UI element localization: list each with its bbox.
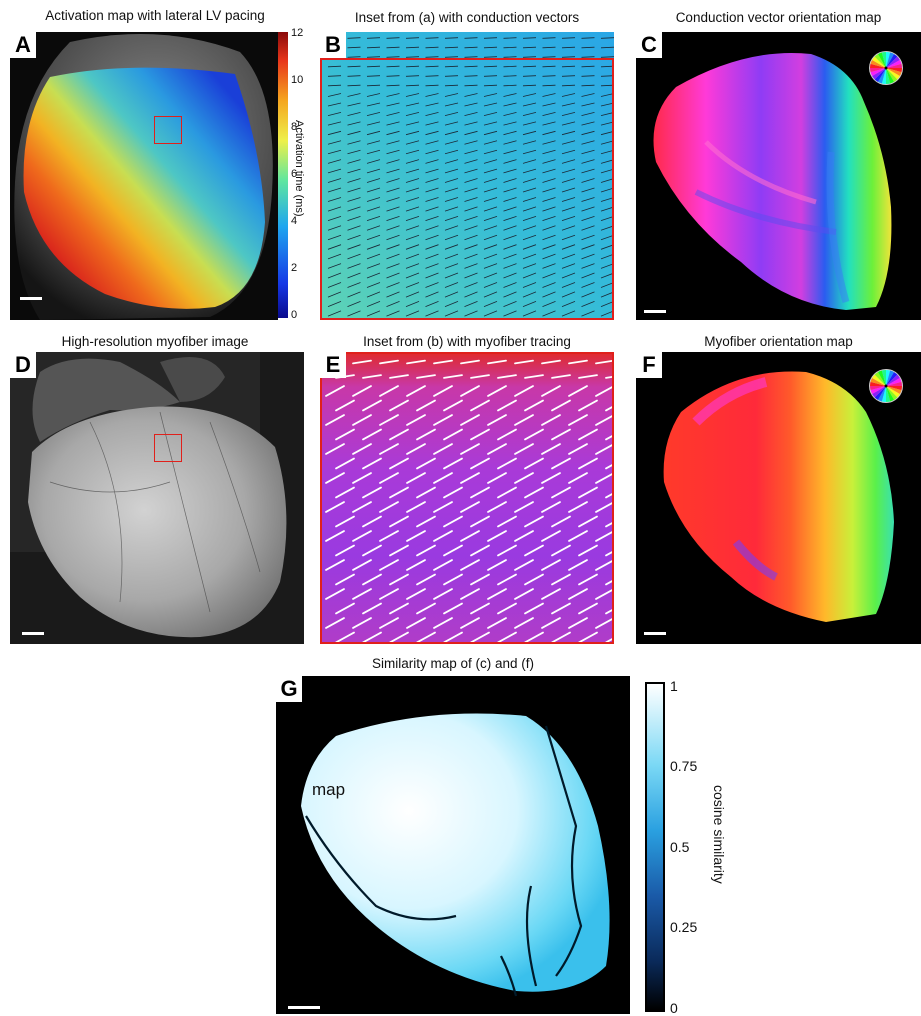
colorbar-a-tick-label: 6 xyxy=(291,168,298,181)
colorbar-a-tick-label: 12 xyxy=(291,27,304,40)
panel-d-myofiber-image: D xyxy=(10,352,304,644)
conduction-orientation-image xyxy=(653,51,903,310)
panel-f-myofiber-orientation: F xyxy=(636,352,921,644)
similarity-map-image xyxy=(301,713,610,997)
colorbar-g-tick-label: 0.25 xyxy=(670,919,698,936)
orientation-colorwheel-icon xyxy=(869,369,903,403)
myofiber-tracing-image xyxy=(320,352,614,644)
activation-map-image xyxy=(14,34,273,320)
panel-e-myofiber-inset: E xyxy=(320,352,614,644)
panel-d-inset-box xyxy=(154,434,182,462)
panel-c-letter: C xyxy=(636,32,662,58)
panel-g-similarity-map: G map xyxy=(276,676,630,1014)
colorbar-a-label: Activation time (ms) xyxy=(293,120,305,217)
panel-g-title: Similarity map of (c) and (f) xyxy=(371,656,535,671)
panel-c-conduction-orientation: C xyxy=(636,32,921,320)
colorbar-g-tick-label: 0.75 xyxy=(670,758,698,775)
panel-a-title: Activation map with lateral LV pacing xyxy=(45,8,265,23)
panel-d-scalebar xyxy=(22,632,44,635)
colorbar-a-tick-label: 8 xyxy=(291,121,298,134)
panel-g-annotation: map xyxy=(312,780,346,799)
myofiber-photo xyxy=(10,352,304,644)
colorbar-a-tick-label: 2 xyxy=(291,262,298,275)
colorbar-a-tick-label: 10 xyxy=(291,74,304,87)
myofiber-orientation-image xyxy=(663,369,903,622)
colorbar-g xyxy=(645,682,665,1012)
colorbar-g-tick-label: 0.5 xyxy=(670,838,690,855)
panel-e-letter: E xyxy=(320,352,346,378)
colorbar-g-tick-label: 0 xyxy=(670,999,678,1016)
panel-a-inset-box xyxy=(154,116,182,144)
panel-e-title: Inset from (b) with myofiber tracing xyxy=(363,334,571,349)
panel-c-scalebar xyxy=(644,310,666,313)
colorbar-a xyxy=(278,32,288,318)
panel-b-conduction-inset: B xyxy=(320,32,614,320)
panel-f-scalebar xyxy=(644,632,666,635)
panel-d-letter: D xyxy=(10,352,36,378)
conduction-vectors-image xyxy=(320,32,614,320)
panel-f-letter: F xyxy=(636,352,662,378)
panel-a-scalebar xyxy=(20,297,42,300)
panel-g-scalebar xyxy=(288,1006,320,1009)
colorbar-g-label: cosine similarity xyxy=(711,785,727,884)
panel-d-title: High-resolution myofiber image xyxy=(61,334,249,349)
orientation-colorwheel-icon xyxy=(869,51,903,85)
panel-a-activation-map: A xyxy=(10,32,278,320)
panel-c-title: Conduction vector orientation map xyxy=(675,10,882,25)
colorbar-g-tick-label: 1 xyxy=(670,677,678,694)
panel-f-title: Myofiber orientation map xyxy=(704,334,853,349)
panel-b-letter: B xyxy=(320,32,346,58)
panel-a-letter: A xyxy=(10,32,36,58)
colorbar-a-tick-label: 0 xyxy=(291,309,298,322)
panel-b-title: Inset from (a) with conduction vectors xyxy=(354,10,580,25)
colorbar-a-tick-label: 4 xyxy=(291,215,298,228)
panel-g-letter: G xyxy=(276,676,302,702)
